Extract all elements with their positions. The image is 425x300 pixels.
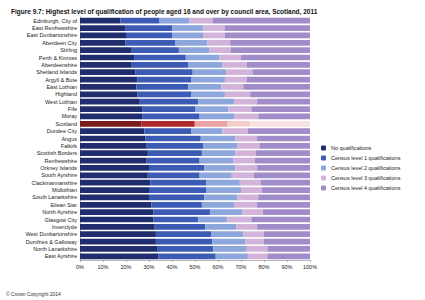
svg-text:70%: 70% (235, 264, 246, 270)
svg-text:Census level 4 qualifications: Census level 4 qualifications (331, 185, 401, 191)
svg-text:Orkney Islands: Orkney Islands (40, 165, 77, 171)
svg-text:South Lanarkshire: South Lanarkshire (32, 194, 77, 200)
svg-text:East Lothian: East Lothian (46, 84, 77, 90)
svg-text:Scotland: Scotland (56, 121, 77, 127)
svg-text:Stirling: Stirling (60, 47, 77, 53)
svg-text:Moray: Moray (62, 113, 78, 119)
svg-text:Perth & Kinross: Perth & Kinross (39, 55, 77, 61)
svg-text:Figure 9.7: Highest level of q: Figure 9.7: Highest level of qualificati… (11, 8, 318, 16)
svg-text:Highland: Highland (55, 91, 77, 97)
svg-text:Glasgow City: Glasgow City (45, 217, 78, 223)
svg-text:East Renfrewshire: East Renfrewshire (32, 25, 77, 31)
svg-text:Shetland Islands: Shetland Islands (36, 69, 77, 75)
svg-text:0%: 0% (76, 264, 84, 270)
svg-text:North Lanarkshire: North Lanarkshire (33, 246, 77, 252)
svg-text:Eilean Siar: Eilean Siar (50, 202, 77, 208)
svg-text:North Ayrshire: North Ayrshire (42, 209, 77, 215)
svg-text:Aberdeenshire: Aberdeenshire (41, 62, 77, 68)
svg-text:West Dunbartonshire: West Dunbartonshire (25, 231, 77, 237)
svg-text:Census level 1 qualifications: Census level 1 qualifications (331, 155, 401, 161)
svg-text:10%: 10% (97, 264, 108, 270)
svg-text:Argyll & Bute: Argyll & Bute (45, 77, 77, 83)
svg-text:Census level 3 qualifications: Census level 3 qualifications (331, 175, 401, 181)
svg-text:100%: 100% (303, 264, 317, 270)
svg-text:Midlothian: Midlothian (52, 187, 77, 193)
svg-text:Scottish Borders: Scottish Borders (37, 150, 78, 156)
svg-text:60%: 60% (212, 264, 223, 270)
svg-text:Inverclyde: Inverclyde (52, 224, 77, 230)
svg-text:Edinburgh, City of: Edinburgh, City of (33, 18, 77, 24)
svg-text:Aberdeen City: Aberdeen City (42, 40, 77, 46)
svg-text:No qualifications: No qualifications (331, 145, 372, 151)
svg-text:90%: 90% (281, 264, 292, 270)
svg-text:Renfrewshire: Renfrewshire (45, 158, 77, 164)
svg-text:East Dunbartonshire: East Dunbartonshire (27, 32, 77, 38)
svg-text:Falkirk: Falkirk (61, 143, 77, 149)
svg-text:South Ayrshire: South Ayrshire (41, 172, 77, 178)
svg-text:40%: 40% (166, 264, 177, 270)
svg-text:West Lothian: West Lothian (45, 99, 77, 105)
svg-text:20%: 20% (120, 264, 131, 270)
svg-text:30%: 30% (143, 264, 154, 270)
svg-text:East Ayrshire: East Ayrshire (45, 253, 77, 259)
svg-text:Fife: Fife (68, 106, 77, 112)
svg-text:Clackmannanshire: Clackmannanshire (31, 180, 77, 186)
svg-text:Dundee City: Dundee City (47, 128, 78, 134)
svg-text:© Crown Copyright 2014: © Crown Copyright 2014 (6, 291, 61, 297)
svg-text:Census level 2 qualifications: Census level 2 qualifications (331, 165, 401, 171)
svg-text:Dumfries & Galloway: Dumfries & Galloway (26, 239, 78, 245)
svg-text:Angus: Angus (61, 136, 77, 142)
svg-text:80%: 80% (258, 264, 269, 270)
svg-text:50%: 50% (189, 264, 200, 270)
